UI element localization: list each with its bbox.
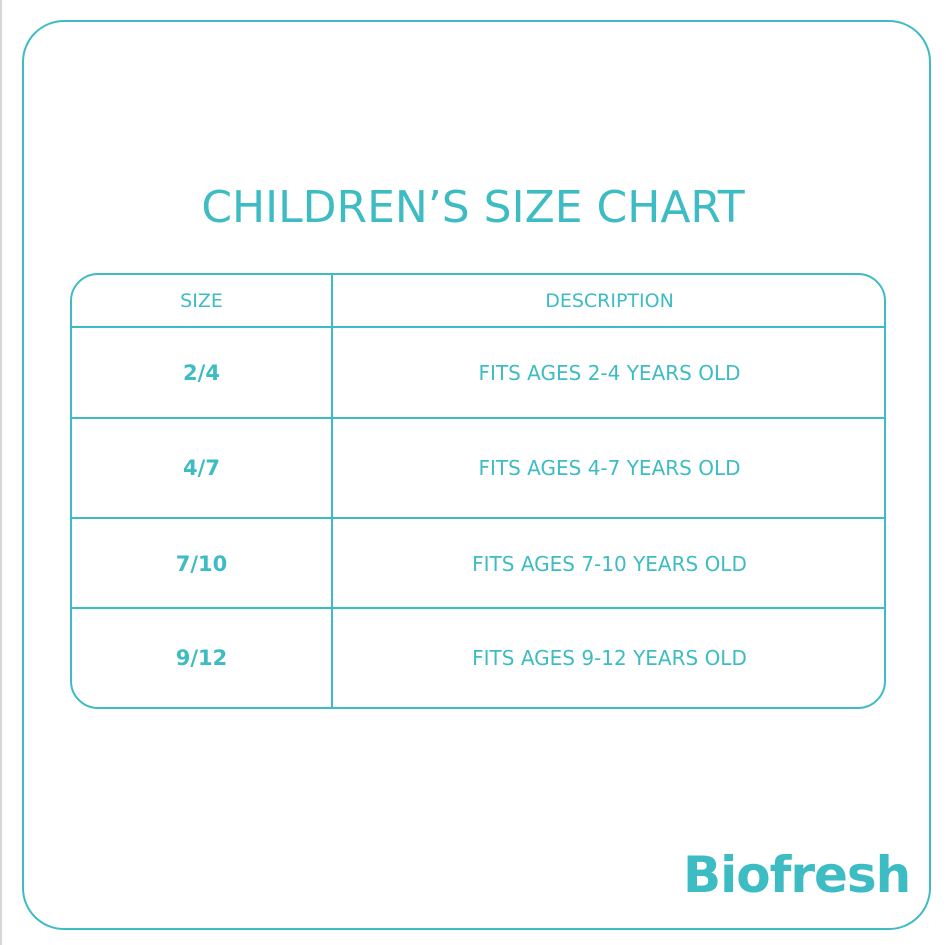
chart-frame (22, 20, 931, 930)
description-cell: FITS AGES 7-10 YEARS OLD (472, 551, 747, 576)
row-divider (72, 326, 884, 328)
biofresh-logo: Biofresh (683, 846, 911, 904)
description-cell: FITS AGES 4-7 YEARS OLD (478, 456, 741, 480)
description-cell: FITS AGES 9-12 YEARS OLD (472, 646, 747, 670)
description-cell: FITS AGES 2-4 YEARS OLD (478, 361, 741, 385)
size-cell: 7/10 (175, 551, 228, 576)
size-table: SIZE DESCRIPTION 2/4 FITS AGES 2-4 YEARS… (70, 273, 886, 709)
row-divider (72, 607, 884, 609)
header-description: DESCRIPTION (545, 290, 674, 312)
header-size: SIZE (180, 290, 223, 312)
size-cell: 2/4 (183, 361, 220, 385)
size-cell: 9/12 (175, 646, 228, 670)
row-divider (72, 517, 884, 519)
size-cell: 4/7 (183, 456, 220, 480)
page-edge (0, 0, 2, 945)
column-divider (331, 275, 333, 707)
page-title: CHILDREN’S SIZE CHART (201, 182, 745, 233)
row-divider (72, 417, 884, 419)
